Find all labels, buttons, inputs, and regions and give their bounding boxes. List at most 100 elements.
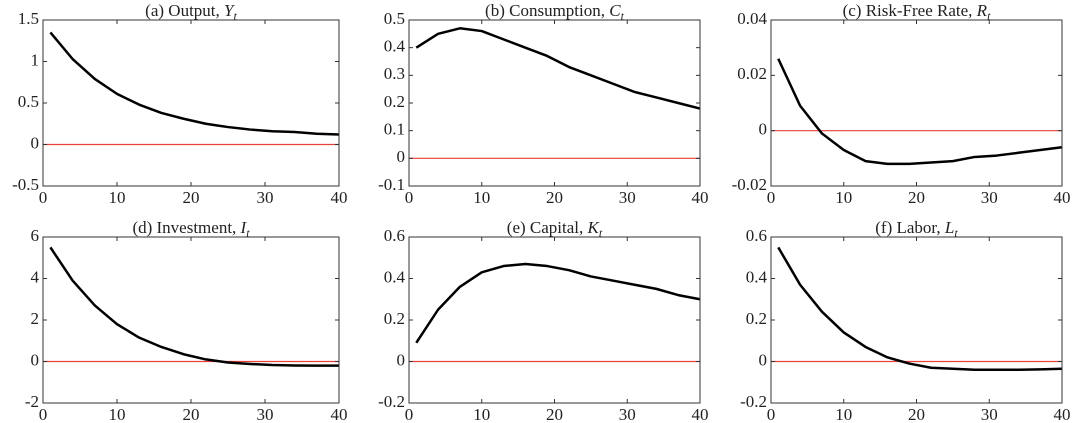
y-tick-label: -0.02 <box>732 175 767 194</box>
plot-area <box>409 237 700 403</box>
title-variable: C <box>609 1 621 20</box>
x-tick-label: 0 <box>405 188 414 207</box>
x-tick-label: 20 <box>908 188 925 207</box>
y-tick-label: -2 <box>25 392 39 411</box>
plot-area <box>43 237 339 403</box>
panel-title: (d) Investment, It <box>132 218 250 240</box>
title-text: (c) Risk-Free Rate, <box>843 1 977 20</box>
y-tick-label: -0.5 <box>12 175 39 194</box>
y-tick-label: 0.2 <box>746 309 767 328</box>
title-variable: R <box>976 1 988 20</box>
panel: 0 10 20 30 40-0.200.20.40.6 (f) Labor, Lt <box>740 218 1070 423</box>
x-tick-label: 30 <box>257 405 274 423</box>
plot-area <box>409 20 700 186</box>
x-tick-label: 30 <box>257 188 274 207</box>
title-subscript: t <box>987 9 991 23</box>
y-tick-label: 0.02 <box>737 64 767 83</box>
title-variable: K <box>587 218 601 237</box>
panel-title: (a) Output, Yt <box>145 1 237 23</box>
title-text: (a) Output, <box>145 1 224 20</box>
x-tick-label: 40 <box>692 405 709 423</box>
plot-area <box>771 20 1062 186</box>
y-tick-label: 0.5 <box>384 9 405 28</box>
x-tick-label: 30 <box>981 405 998 423</box>
title-variable: L <box>944 218 954 237</box>
y-tick-label: 0.1 <box>384 120 405 139</box>
series-line <box>415 27 701 110</box>
x-tick-label: 0 <box>405 405 414 423</box>
y-tick-label: 2 <box>31 309 40 328</box>
panel-title: (c) Risk-Free Rate, Rt <box>843 1 991 23</box>
y-tick-label: 0.6 <box>746 226 767 245</box>
title-variable: I <box>240 218 248 237</box>
x-tick-label: 30 <box>619 188 636 207</box>
x-tick-label: 0 <box>39 405 48 423</box>
x-tick-label: 0 <box>767 188 776 207</box>
y-tick-label: 1.5 <box>18 9 39 28</box>
title-subscript: t <box>621 9 625 23</box>
y-tick-label: 0.04 <box>737 9 767 28</box>
title-subscript: t <box>599 226 603 240</box>
panel: 0 10 20 30 40-0.100.10.20.30.40.5 (b) Consump… <box>378 1 708 207</box>
series-line <box>777 246 1063 372</box>
y-tick-label: 0 <box>31 350 40 369</box>
x-tick-label: 30 <box>619 405 636 423</box>
panel-title: (f) Labor, Lt <box>875 218 958 240</box>
x-tick-label: 40 <box>1054 405 1071 423</box>
y-tick-label: 6 <box>31 226 40 245</box>
series-line <box>49 246 339 367</box>
x-tick-label: 40 <box>331 405 348 423</box>
x-tick-label: 20 <box>183 405 200 423</box>
x-tick-label: 10 <box>835 188 852 207</box>
y-tick-label: 0.5 <box>18 92 39 111</box>
y-tick-label: 0 <box>31 133 40 152</box>
y-tick-label: -0.2 <box>378 392 405 411</box>
title-subscript: t <box>233 9 237 23</box>
plot-area <box>43 20 339 186</box>
x-tick-label: 10 <box>109 405 126 423</box>
y-tick-label: 0.4 <box>746 267 768 286</box>
y-tick-label: 0 <box>759 350 768 369</box>
y-tick-label: 0 <box>397 350 406 369</box>
title-text: (e) Capital, <box>507 218 588 237</box>
x-tick-label: 0 <box>767 405 776 423</box>
y-tick-label: 0.2 <box>384 92 405 111</box>
x-tick-label: 10 <box>109 188 126 207</box>
x-tick-label: 40 <box>331 188 348 207</box>
x-tick-label: 20 <box>546 188 563 207</box>
panel: 0 10 20 30 40-0.200.20.40.6 (e) Capital, Kt <box>378 218 708 423</box>
y-tick-label: 0.2 <box>384 309 405 328</box>
x-tick-label: 20 <box>546 405 563 423</box>
x-tick-label: 40 <box>692 188 709 207</box>
y-tick-label: 0 <box>397 147 406 166</box>
plot-area <box>771 237 1062 403</box>
title-subscript: t <box>246 226 250 240</box>
y-tick-label: 0 <box>759 120 768 139</box>
x-tick-label: 30 <box>981 188 998 207</box>
panel-title: (e) Capital, Kt <box>507 218 603 240</box>
x-tick-label: 10 <box>473 405 490 423</box>
y-tick-label: 0.4 <box>384 37 406 56</box>
title-text: (f) Labor, <box>875 218 945 237</box>
y-tick-label: 4 <box>31 267 40 286</box>
x-tick-label: 10 <box>835 405 852 423</box>
x-tick-label: 40 <box>1054 188 1071 207</box>
series-line <box>49 31 340 136</box>
y-tick-label: 0.3 <box>384 64 405 83</box>
x-tick-label: 0 <box>39 188 48 207</box>
y-tick-label: -0.1 <box>378 175 405 194</box>
title-text: (d) Investment, <box>132 218 240 237</box>
title-subscript: t <box>954 226 958 240</box>
x-tick-label: 20 <box>908 405 925 423</box>
y-tick-label: -0.2 <box>740 392 767 411</box>
title-text: (b) Consumption, <box>485 1 609 20</box>
y-tick-label: 0.6 <box>384 226 405 245</box>
panel-title: (b) Consumption, Ct <box>485 1 625 23</box>
y-tick-label: 0.4 <box>384 267 406 286</box>
title-variable: Y <box>224 1 235 20</box>
x-tick-label: 10 <box>473 188 490 207</box>
series-line <box>415 262 701 344</box>
